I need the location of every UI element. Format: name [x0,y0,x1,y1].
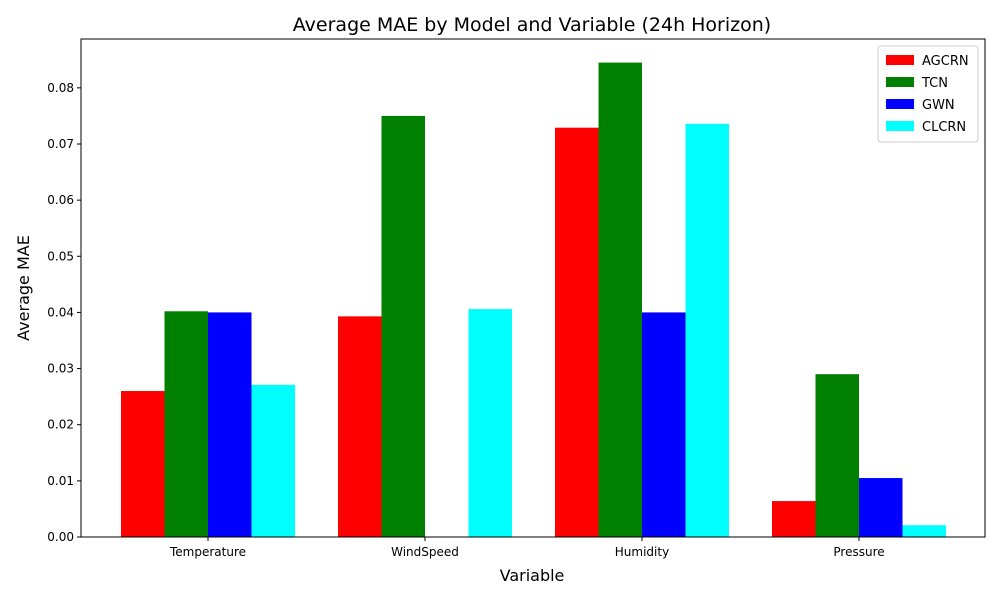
legend-label-clcrn: CLCRN [922,120,966,135]
legend-swatch-agcrn [886,55,914,65]
legend-swatch-tcn [886,77,914,87]
y-tick-label: 0.08 [47,81,74,95]
y-tick-label: 0.02 [47,418,74,432]
x-tick-label: Humidity [615,545,669,559]
x-axis-title: Variable [500,566,565,585]
legend-box [877,45,979,143]
bar-clcrn-humidity [685,123,729,538]
y-tick-label: 0.04 [47,305,74,319]
bar-clcrn-temperature [251,384,295,537]
bar-tcn-humidity [598,62,642,538]
bar-tcn-pressure [815,374,859,537]
axes-frame [80,38,986,538]
y-tick-label: 0.07 [47,137,74,151]
bar-agcrn-windspeed [338,316,382,537]
legend: AGCRN TCN GWN CLCRN [877,45,979,143]
bar-agcrn-temperature [121,391,165,537]
bar-gwn-temperature [208,312,252,537]
legend-label-agcrn: AGCRN [922,54,969,69]
y-tick-label: 0.06 [47,193,74,207]
y-tick-label: 0.01 [47,474,74,488]
x-tick-label: Pressure [833,545,884,559]
y-axis-title: Average MAE [14,235,33,341]
y-tick-label: 0.00 [47,530,74,544]
x-tick-label: Temperature [169,545,246,559]
bar-agcrn-pressure [772,501,816,537]
bar-gwn-pressure [859,478,903,537]
legend-swatch-clcrn [886,121,914,131]
plot-area: 0.00 0.01 0.02 0.03 0.04 0.05 0.06 0.07 0.08 Temp… [47,38,986,559]
bar-tcn-temperature [164,311,208,537]
legend-label-tcn: TCN [921,76,948,91]
x-tick-label: WindSpeed [391,545,459,559]
chart-title: Average MAE by Model and Variable (24h H… [293,14,771,36]
bar-clcrn-pressure [902,525,946,537]
bar-clcrn-windspeed [468,309,512,537]
bar-agcrn-humidity [555,127,599,537]
legend-label-gwn: GWN [922,98,955,113]
y-tick-label: 0.03 [47,362,74,376]
y-tick-label: 0.05 [47,249,74,263]
legend-swatch-gwn [886,99,914,109]
bar-tcn-windspeed [381,115,425,538]
bar-gwn-humidity [642,312,686,537]
